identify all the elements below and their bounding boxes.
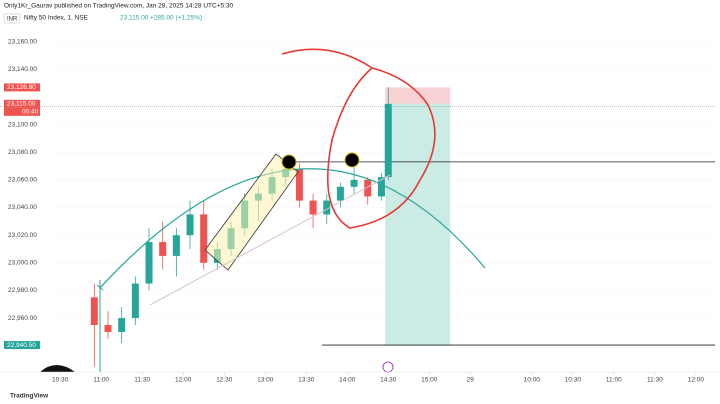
candle-body [364,179,372,197]
candle-body [118,318,126,332]
peak-marker [344,152,360,168]
brand: TradingView [10,393,49,400]
x-tick-label: 10:30 [52,377,69,384]
plot: 22,960.00 22,980.00 23,000.00 23,020.00 23,0… [0,38,715,384]
candle-body [295,168,303,201]
trend-line [149,174,391,306]
x-tick-label: 11:30 [134,377,150,384]
x-tick-label: 10:00 [524,377,541,384]
event-icon [382,361,394,373]
x-tick-label: 13:00 [257,377,274,384]
y-tick-label: 23,040.00 [8,204,37,211]
y-tick-label: 23,020.00 [8,232,37,239]
price-label: 23,115.00 [7,101,36,108]
last-price: 23,115.00 [120,15,149,22]
countdown: 00:40 [22,109,39,116]
x-tick-label: 11:30 [647,377,663,384]
x-tick-label: 15:00 [421,377,438,384]
x-tick-label: 11:00 [606,377,622,384]
channel-rectangle [204,153,299,271]
x-tick-label: 14:00 [339,377,356,384]
x-tick-label: 13:30 [298,377,315,384]
target-zone [385,103,451,346]
candle-body [172,235,180,256]
candle-body [377,177,385,197]
x-tick-label: 11:00 [93,377,109,384]
freehand-circle [281,48,436,229]
peak-marker [281,154,297,170]
candle-body [336,186,344,201]
x-tick-label: 14:30 [380,377,397,384]
currency-box [3,13,21,24]
candle-body [104,325,112,332]
chart-title: Nifty 50 Index, 1, NSE [24,15,89,22]
candle-body [145,242,153,284]
price-label-box [4,83,40,92]
y-tick-label: 23,160.00 [8,38,37,45]
x-tick-label: 29 [467,377,475,384]
countdown-box [4,107,40,116]
x-tick-label: 12:00 [688,377,705,384]
price-label: 22,940.50 [7,342,36,349]
candle-body [309,200,317,215]
attribution: Only1Kr_Gaurav published on TradingView.… [4,3,234,10]
stop-zone [385,87,451,104]
currency: INR [7,17,18,23]
price-label: 23,126.90 [7,84,36,91]
x-tick-label: 10:30 [565,377,582,384]
candle-body [384,103,392,178]
candle-body [200,214,208,263]
x-tick-label: 12:00 [175,377,192,384]
candle-body [186,214,194,236]
candle-body [350,179,358,187]
volume-blob [40,365,75,372]
arc-start [96,280,104,372]
candle-body [90,297,98,326]
y-tick-label: 22,960.00 [8,315,37,322]
arc-drawing [99,168,486,289]
y-tick-label: 22,980.00 [8,287,37,294]
price-label-box [4,99,40,108]
price-label-box [4,341,40,350]
y-tick-label: 23,000.00 [8,260,37,267]
y-tick-label: 23,100.00 [8,121,37,128]
price-change: +285.00 (+1.25%) [150,15,202,22]
candle-body [131,283,139,319]
candle-body [323,200,331,215]
y-tick-label: 23,060.00 [8,177,37,184]
candle-body [159,242,167,256]
x-tick-label: 12:30 [216,377,233,384]
y-tick-label: 23,140.00 [8,66,37,73]
y-tick-label: 23,080.00 [8,149,37,156]
